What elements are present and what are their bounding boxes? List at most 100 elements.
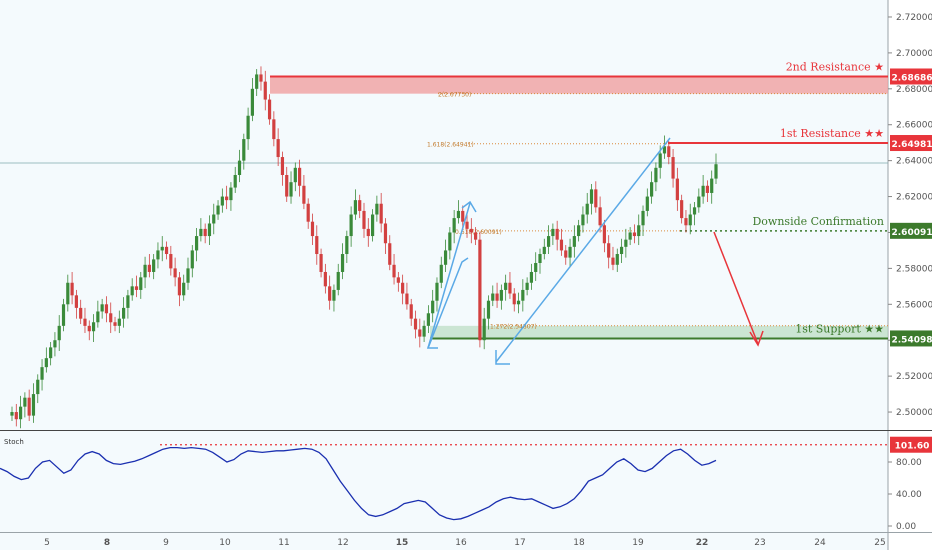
candle-body <box>358 200 362 211</box>
candle-body <box>624 239 628 247</box>
candle-body <box>216 205 220 215</box>
candle-body <box>619 246 624 255</box>
candle-body <box>465 221 469 229</box>
level-price-badge <box>890 68 932 85</box>
candle-body <box>392 264 396 278</box>
candle-body <box>349 214 353 237</box>
level-price-label: 2.60091 <box>892 228 932 238</box>
candle-body <box>516 300 521 305</box>
candle-body <box>289 182 293 197</box>
candle-body <box>160 246 164 251</box>
candle-body <box>285 175 289 197</box>
candle-body <box>203 228 207 237</box>
level-name-label: Downside Confirmation <box>752 215 884 228</box>
price-tick-label: 2.68000 <box>896 85 932 95</box>
candle-body <box>280 157 285 176</box>
candle-body <box>323 271 327 287</box>
candle-body <box>156 250 160 260</box>
candle-body <box>628 232 632 240</box>
candle-body <box>491 293 495 301</box>
price-tick-label: 2.50000 <box>896 408 932 418</box>
candle-body <box>259 74 263 82</box>
candle-body <box>443 250 448 265</box>
candle-body <box>66 282 70 305</box>
candle-body <box>18 406 23 420</box>
candle-body <box>568 246 572 258</box>
candle-body <box>147 264 151 272</box>
candle-body <box>237 160 242 176</box>
candle-body <box>250 88 254 116</box>
candle-body <box>504 282 508 290</box>
candle-body <box>375 203 379 215</box>
candle-body <box>499 289 503 301</box>
fib-label: 1.272(2.54807) <box>490 324 537 331</box>
fib-label: 2(2.67730) <box>438 92 471 99</box>
candle-body <box>113 322 117 326</box>
candle-body <box>366 228 370 237</box>
candle-body <box>684 218 688 226</box>
candle-body <box>345 236 349 255</box>
candle-body <box>383 223 388 244</box>
candle-body <box>529 271 534 283</box>
candle-body <box>91 322 96 332</box>
candle-body <box>336 271 340 290</box>
candle-body <box>10 412 14 416</box>
candle-body <box>229 187 233 201</box>
candle-body <box>49 347 53 359</box>
candle-body <box>122 307 126 319</box>
candle-body <box>632 232 637 237</box>
candle-body <box>559 239 564 251</box>
candle-body <box>482 318 486 341</box>
candle-body <box>538 254 542 263</box>
candle-body <box>589 189 594 204</box>
candle-body <box>697 196 701 208</box>
candle-body <box>555 228 559 240</box>
candle-body <box>379 203 383 224</box>
projection-arrowhead <box>749 330 764 347</box>
candle-body <box>353 200 358 215</box>
candle-body <box>173 268 177 278</box>
candle-body <box>607 243 611 258</box>
candle-body <box>581 214 585 226</box>
candle-body <box>164 246 169 255</box>
time-tick-label: 22 <box>696 538 709 548</box>
pattern-line-2 <box>495 137 671 363</box>
candle-body <box>126 295 130 308</box>
candle-body <box>512 293 516 305</box>
time-tick-label: 23 <box>754 538 765 548</box>
candle-body <box>31 394 36 416</box>
candle-body <box>422 325 426 337</box>
candle-body <box>650 182 654 197</box>
candle-body <box>233 175 237 188</box>
fib-label: 0.618(2.60091) <box>455 229 502 236</box>
candle-body <box>319 254 323 272</box>
time-tick-label: 5 <box>44 538 50 548</box>
candle-body <box>177 277 182 296</box>
resistance-zone <box>270 76 888 94</box>
price-tick-label: 2.52000 <box>896 372 932 382</box>
candle-body <box>431 300 435 314</box>
candle-body <box>36 379 40 395</box>
candle-body <box>637 225 641 237</box>
candle-body <box>667 146 671 158</box>
level-price-badge <box>890 222 932 239</box>
level-price-label: 2.68686 <box>892 73 932 83</box>
candle-body <box>688 214 692 226</box>
time-tick-label: 9 <box>163 538 169 548</box>
stoch-tick-label: 40.00 <box>896 490 922 500</box>
candle-body <box>272 119 276 140</box>
candle-body <box>246 115 250 140</box>
candle-body <box>671 157 675 179</box>
price-axis-panel <box>888 0 932 550</box>
candle-body <box>70 282 74 296</box>
level-price-badge <box>890 135 932 152</box>
candle-body <box>461 210 465 222</box>
pattern-arrowhead-1 <box>461 200 477 213</box>
price-tick-label: 2.56000 <box>896 300 932 310</box>
price-tick-label: 2.64000 <box>896 157 932 167</box>
candle-body <box>332 289 336 301</box>
candle-body <box>14 412 18 420</box>
candle-body <box>486 300 491 319</box>
